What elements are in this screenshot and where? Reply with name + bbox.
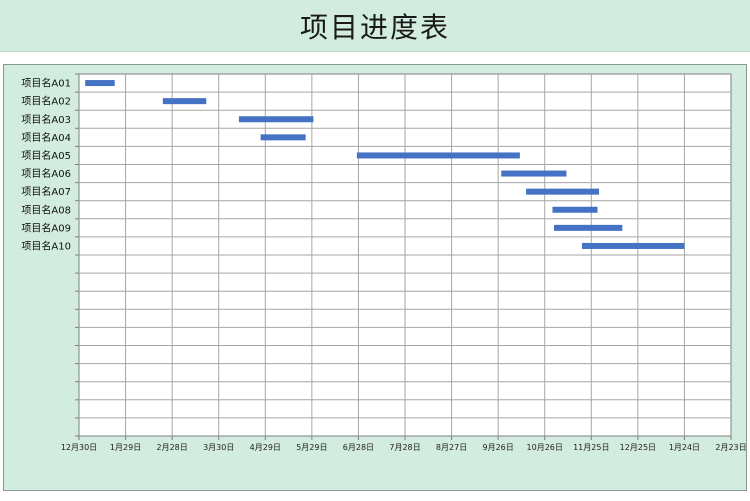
x-tick-label: 1月29日	[110, 443, 141, 452]
y-category-label: 项目名A01	[21, 77, 71, 90]
x-tick-label: 9月26日	[483, 443, 514, 452]
gantt-bar	[162, 98, 207, 105]
x-tick-label: 10月26日	[527, 443, 563, 452]
title-bar: 项目进度表	[0, 0, 750, 52]
x-tick-label: 12月30日	[61, 443, 97, 452]
chart-title: 项目进度表	[299, 10, 450, 44]
gantt-bar	[85, 80, 115, 87]
y-category-label: 项目名A08	[21, 203, 71, 216]
y-category-label: 项目名A03	[21, 113, 71, 126]
y-category-label: 项目名A09	[21, 221, 71, 234]
x-tick-label: 2月28日	[157, 443, 188, 452]
y-category-label: 项目名A10	[21, 239, 71, 252]
x-tick-label: 7月28日	[389, 443, 420, 452]
y-category-label: 项目名A07	[21, 185, 71, 198]
y-category-label: 项目名A06	[21, 167, 71, 180]
x-tick-label: 12月25日	[620, 443, 656, 452]
gantt-bar	[501, 170, 567, 177]
gantt-bar	[238, 116, 314, 123]
y-category-label: 项目名A04	[21, 131, 71, 144]
x-tick-label: 1月24日	[669, 443, 700, 452]
x-tick-label: 2月23日	[715, 443, 746, 452]
x-tick-label: 11月25日	[573, 443, 609, 452]
gantt-bar	[581, 242, 685, 249]
gantt-bar	[554, 224, 623, 231]
x-tick-label: 6月28日	[343, 443, 374, 452]
x-tick-label: 5月29日	[296, 443, 327, 452]
x-tick-label: 3月30日	[203, 443, 234, 452]
x-tick-label: 8月27日	[436, 443, 467, 452]
x-tick-label: 4月29日	[250, 443, 281, 452]
y-category-label: 项目名A02	[21, 95, 71, 108]
gantt-bar	[356, 152, 520, 159]
gantt-bar	[260, 134, 306, 141]
y-category-label: 项目名A05	[21, 149, 71, 162]
gantt-bar	[526, 188, 600, 195]
gantt-bar	[552, 206, 598, 213]
